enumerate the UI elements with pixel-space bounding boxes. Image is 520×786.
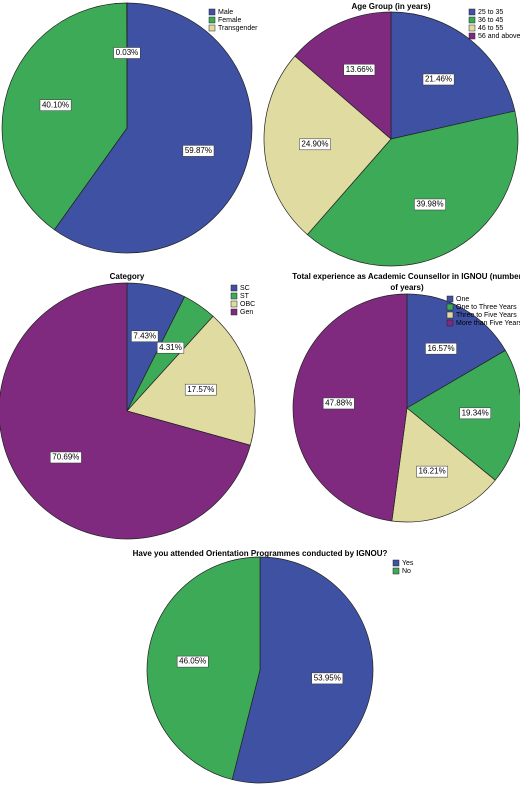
data-label: 16.21%: [419, 467, 446, 476]
data-label: 53.95%: [314, 674, 341, 683]
data-label-group: 19.34%: [459, 407, 492, 420]
data-label-group: 13.66%: [343, 63, 376, 76]
data-label-box: [113, 47, 141, 59]
data-label-box: [422, 73, 455, 86]
data-label: 59.87%: [185, 146, 212, 155]
legend-label: More than Five Years: [456, 320, 520, 327]
data-label-group: 16.57%: [425, 342, 457, 355]
legend-swatch: [392, 559, 400, 567]
data-label: 13.66%: [346, 65, 373, 74]
legend-swatch: [468, 32, 476, 40]
legend-swatch: [208, 16, 216, 24]
chart-title: Age Group (in years): [351, 2, 430, 11]
data-label: 39.98%: [416, 200, 443, 209]
data-label-box: [311, 672, 344, 685]
chart-title: Total experience as Academic Counsellor …: [292, 272, 520, 292]
chart-title: Category: [110, 272, 145, 281]
data-label-group: 16.21%: [416, 465, 448, 478]
legend-swatch: [208, 24, 216, 32]
data-label-group: 24.90%: [299, 138, 331, 151]
data-label-box: [425, 342, 457, 355]
data-label: 47.88%: [325, 399, 352, 408]
data-label: 7.43%: [133, 331, 156, 340]
legend-swatch: [230, 284, 238, 292]
pie-slice: [391, 407, 496, 523]
data-label-box: [131, 330, 159, 343]
legend-label: Transgender: [218, 25, 258, 32]
legend-swatch: [392, 567, 400, 575]
legend-label: ST: [240, 293, 250, 300]
data-label-box: [50, 451, 82, 464]
data-label-group: 0.03%: [113, 47, 141, 59]
legend-label: Yes: [402, 560, 414, 567]
pie-slice: [146, 556, 261, 780]
data-label: 21.46%: [425, 75, 452, 84]
pie-slice: [126, 315, 256, 446]
legend-label: 46 to 55: [478, 25, 503, 32]
data-label-box: [182, 145, 215, 157]
legend-swatch: [230, 308, 238, 316]
data-label-box: [343, 63, 376, 76]
data-label-box: [176, 655, 209, 668]
data-label: 46.05%: [179, 657, 206, 666]
data-label-group: 59.87%: [182, 145, 215, 157]
data-label: 70.69%: [52, 453, 79, 462]
legend-swatch: [446, 311, 454, 319]
data-label: 16.57%: [427, 344, 454, 353]
pie-slice: [1, 2, 128, 231]
legend-swatch: [468, 8, 476, 16]
legend-swatch: [208, 8, 216, 16]
data-label-group: 4.31%: [156, 341, 185, 354]
legend-label: 36 to 45: [478, 17, 503, 24]
data-label: 17.57%: [187, 385, 214, 394]
data-label: 0.03%: [116, 48, 139, 57]
pie-slice: [306, 110, 519, 267]
data-label-group: 7.43%: [131, 330, 159, 343]
data-label-box: [414, 198, 446, 211]
data-label-box: [416, 465, 448, 478]
data-label: 19.34%: [462, 408, 489, 417]
data-label-box: [184, 383, 217, 396]
legend-label: Female: [218, 17, 241, 24]
legend-swatch: [446, 295, 454, 303]
data-label-group: 40.10%: [39, 99, 72, 111]
legend-label: 56 and above: [478, 33, 520, 40]
data-label-box: [459, 407, 492, 420]
pie-slice: [0, 282, 251, 540]
pie-slice: [53, 2, 253, 254]
data-label-box: [299, 138, 331, 151]
data-label-box: [322, 397, 355, 410]
data-label-group: 53.95%: [311, 672, 344, 685]
data-label-group: 39.98%: [414, 198, 446, 211]
legend-label: No: [402, 568, 411, 575]
legend-label: Male: [218, 9, 233, 16]
legend-label: 25 to 35: [478, 9, 503, 16]
data-label: 4.31%: [159, 343, 182, 352]
data-label-group: 17.57%: [184, 383, 217, 396]
data-label-group: 47.88%: [322, 397, 355, 410]
chart-title: Have you attended Orientation Programmes…: [133, 549, 388, 558]
data-label: 40.10%: [42, 100, 69, 109]
data-label-group: 70.69%: [50, 451, 82, 464]
data-label-box: [156, 341, 185, 354]
data-label-group: 21.46%: [422, 73, 455, 86]
legend-swatch: [446, 319, 454, 327]
legend-label: One: [456, 296, 469, 303]
legend-label: Gen: [240, 309, 253, 316]
pie-slice: [231, 556, 374, 784]
legend-label: One to Three Years: [456, 304, 517, 311]
data-label-group: 46.05%: [176, 655, 209, 668]
legend-label: SC: [240, 285, 250, 292]
legend-label: OBC: [240, 301, 255, 308]
legend-swatch: [446, 303, 454, 311]
legend-swatch: [468, 16, 476, 24]
legend-label: Three to Five Years: [456, 312, 517, 319]
data-label-box: [39, 99, 72, 111]
legend-swatch: [230, 292, 238, 300]
data-label: 24.90%: [301, 139, 328, 148]
pie-slice: [294, 11, 392, 140]
legend-swatch: [230, 300, 238, 308]
legend-swatch: [468, 24, 476, 32]
